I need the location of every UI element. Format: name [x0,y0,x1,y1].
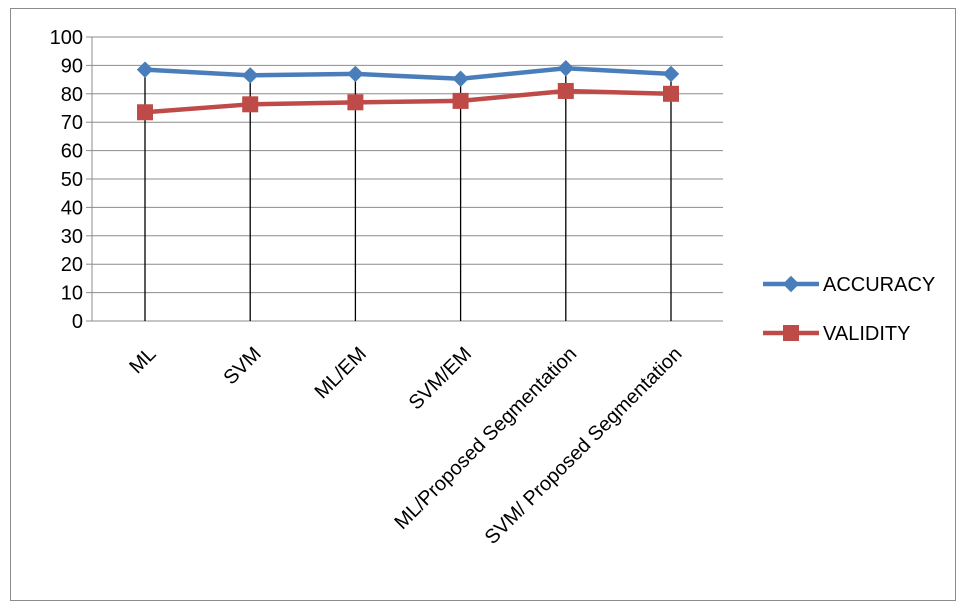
legend-label: ACCURACY [823,274,935,296]
y-tick-label: 20 [61,254,83,276]
legend-entry-accuracy: ACCURACY [763,274,935,296]
y-tick-label: 10 [61,283,83,305]
data-point-validity [242,96,259,113]
data-point-accuracy [347,65,364,83]
legend-swatch-marker [782,275,800,293]
y-tick-label: 60 [61,141,83,163]
data-point-accuracy [136,61,154,78]
y-tick-label: 80 [61,84,83,106]
chart-border [10,8,956,601]
y-axis-tick-labels: 0 10 20 30 40 50 60 70 80 90 100 [50,27,83,333]
data-point-validity [452,92,469,109]
legend-label: VALIDITY [823,323,910,345]
series-line-accuracy [142,65,674,81]
data-point-accuracy [452,70,469,87]
legend: ACCURACY VALIDITY [763,274,935,345]
y-tick-label: 40 [61,197,83,219]
data-point-validity [347,94,364,111]
y-tick-label: 30 [61,226,83,248]
gridlines [92,36,723,294]
series [136,60,680,121]
axes [86,36,723,322]
legend-entry-validity: VALIDITY [763,323,910,345]
y-tick-label: 0 [72,311,83,333]
data-point-accuracy [241,67,259,84]
data-point-validity [663,85,679,102]
y-tick-label: 70 [61,112,83,134]
data-point-validity [557,82,574,99]
data-point-validity [137,104,153,121]
series-line-validity [142,88,674,115]
y-tick-label: 50 [61,169,83,191]
y-tick-label: 90 [61,55,83,77]
legend-swatch-marker [783,325,799,341]
data-point-accuracy [557,60,575,77]
y-tick-label: 100 [50,27,83,49]
data-point-accuracy [662,65,680,83]
